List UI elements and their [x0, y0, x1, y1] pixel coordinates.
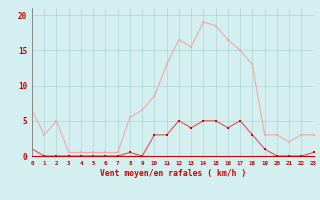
X-axis label: Vent moyen/en rafales ( km/h ): Vent moyen/en rafales ( km/h ) — [100, 169, 246, 178]
